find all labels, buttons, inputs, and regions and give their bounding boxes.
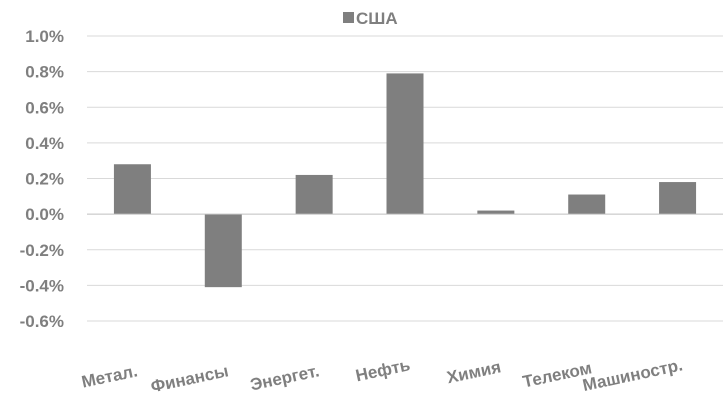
legend-label: США	[356, 9, 398, 28]
bar	[568, 194, 606, 215]
y-tick-label: -0.6%	[20, 312, 64, 331]
x-tick-label: Нефть	[354, 355, 412, 385]
y-tick-label: -0.4%	[20, 276, 64, 295]
y-tick-label: 0.4%	[25, 134, 64, 153]
bar	[295, 174, 333, 215]
y-tick-label: 0.0%	[25, 205, 64, 224]
bar	[204, 214, 242, 288]
bar	[477, 210, 515, 215]
legend-swatch	[343, 12, 354, 23]
bar	[386, 73, 424, 215]
y-tick-label: -0.2%	[20, 241, 64, 260]
bars	[113, 73, 697, 288]
bar	[113, 164, 151, 215]
y-tick-label: 1.0%	[25, 27, 64, 46]
bar	[659, 182, 697, 215]
x-tick-label: Химия	[445, 357, 503, 387]
legend: США	[343, 9, 398, 28]
y-tick-label: 0.2%	[25, 170, 64, 189]
x-tick-label: Машиностр.	[581, 355, 684, 394]
x-tick-label: Метал.	[80, 361, 139, 391]
x-tick-label: Финансы	[149, 361, 230, 394]
y-tick-label: 0.8%	[25, 63, 64, 82]
x-tick-label: Энергет.	[248, 361, 320, 394]
x-axis: Метал. Финансы Энергет. Нефть Химия ТелекомМа…	[80, 355, 685, 394]
y-axis: 1.0% 0.8% 0.6% 0.4% 0.2% 0.0% -0.2% -0.4% -0.6%	[20, 27, 64, 331]
y-tick-label: 0.6%	[25, 98, 64, 117]
